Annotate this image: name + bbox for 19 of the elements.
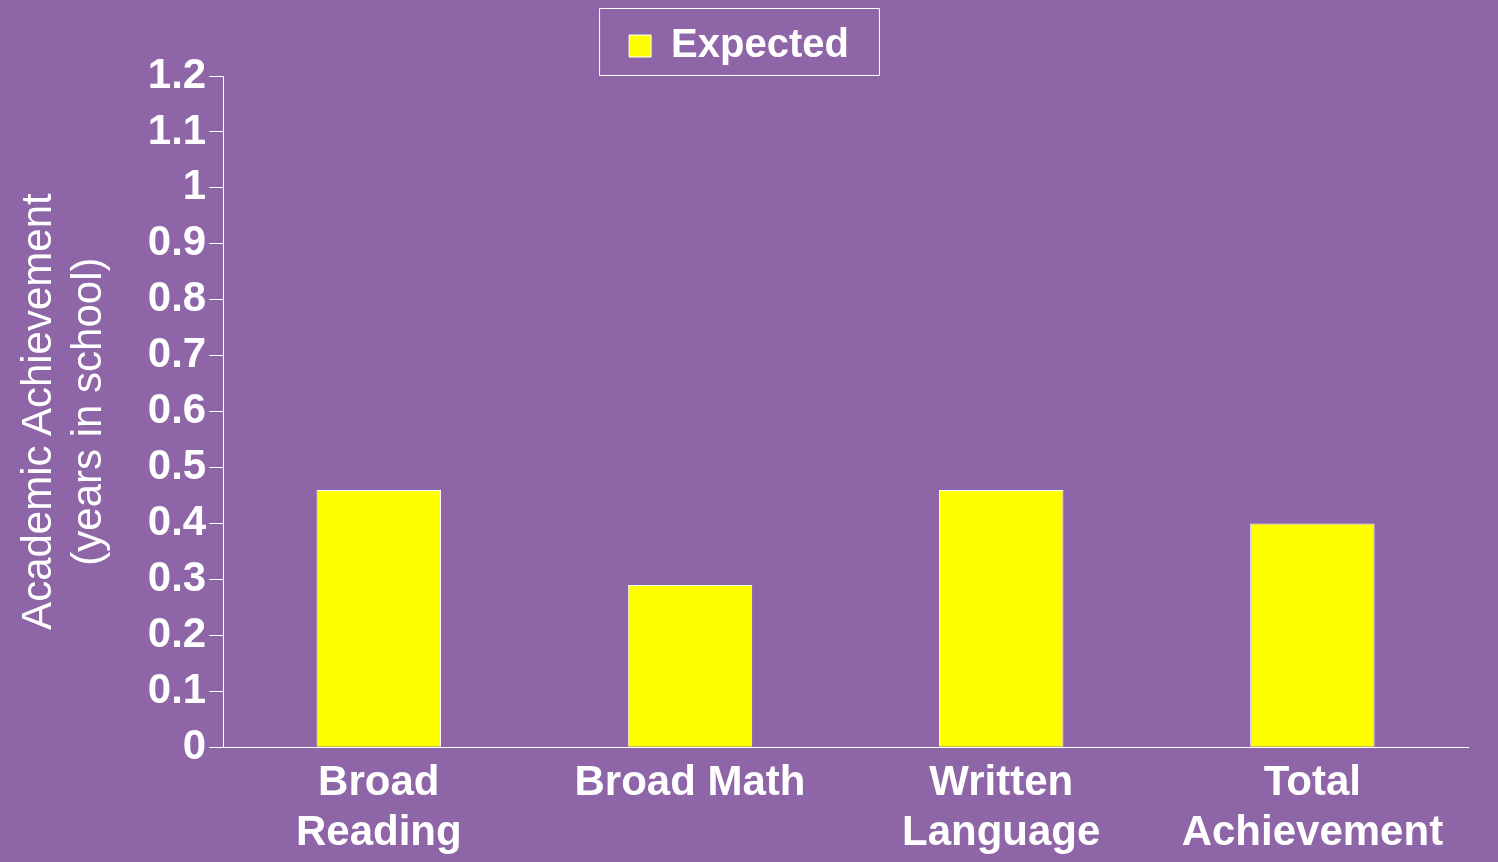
- y-tick-label: 0.2: [147, 608, 207, 656]
- x-tick-label: Written Language: [902, 756, 1101, 855]
- y-tick-label: 1: [182, 161, 207, 209]
- y-axis-title: Academic Achievement (years in school): [12, 193, 111, 630]
- y-tick-label: 0.6: [147, 385, 207, 433]
- y-tick-label: 0.8: [147, 273, 207, 321]
- y-tick-label: 0.7: [147, 329, 207, 377]
- y-tick-label: 0.3: [147, 552, 207, 600]
- y-tick-label: 0.5: [147, 441, 207, 489]
- x-tick-label: Broad Reading: [295, 756, 462, 855]
- y-tick-label: 0.1: [147, 664, 207, 712]
- legend-label: Expected: [671, 21, 849, 66]
- y-tick-label: 0: [182, 720, 207, 768]
- y-tick-label: 1.2: [147, 49, 207, 97]
- y-tick-label: 0.4: [147, 497, 207, 545]
- y-tick-label: 0.9: [147, 217, 207, 265]
- x-tick-label: Total Achievement: [1181, 756, 1444, 855]
- x-tick-label: Broad Math: [574, 756, 806, 804]
- y-tick-label: 1.1: [147, 105, 207, 153]
